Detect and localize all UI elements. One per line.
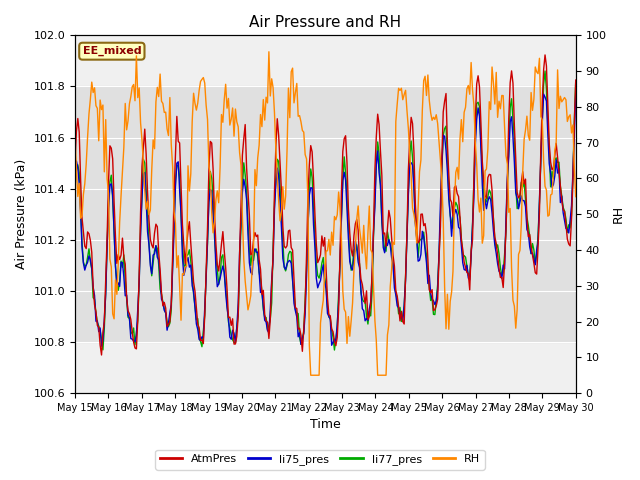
Bar: [75, 86, 576, 342]
X-axis label: Time: Time: [310, 419, 340, 432]
Text: EE_mixed: EE_mixed: [83, 46, 141, 56]
Legend: AtmPres, li75_pres, li77_pres, RH: AtmPres, li75_pres, li77_pres, RH: [156, 450, 484, 469]
Title: Air Pressure and RH: Air Pressure and RH: [250, 15, 401, 30]
Y-axis label: Air Pressure (kPa): Air Pressure (kPa): [15, 159, 28, 269]
Y-axis label: RH: RH: [612, 205, 625, 223]
